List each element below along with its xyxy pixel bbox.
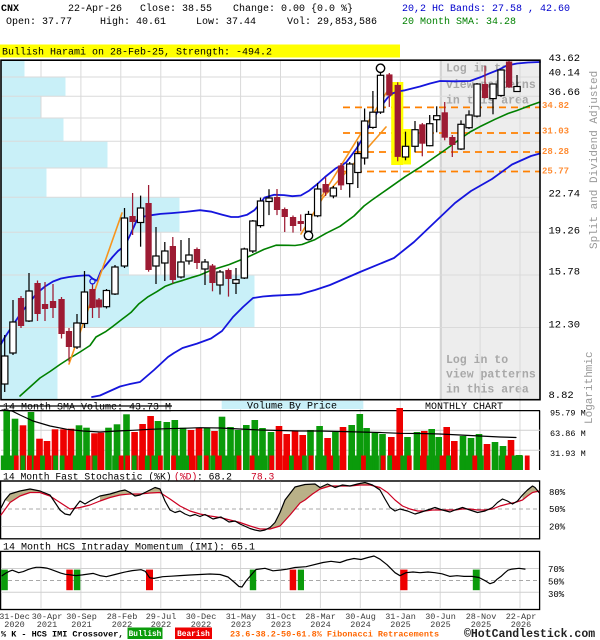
svg-text:31-Oct: 31-Oct [266,612,297,622]
svg-text:2025: 2025 [430,620,450,630]
svg-text:view patterns: view patterns [446,369,536,382]
svg-text:29-Jul: 29-Jul [146,612,177,622]
svg-text:2023: 2023 [231,620,251,630]
svg-text:in this area: in this area [446,95,529,108]
svg-text:: 68.2: : 68.2 [197,471,232,482]
svg-text:12.30: 12.30 [549,320,581,332]
svg-text:Vol: 29,853,586: Vol: 29,853,586 [287,16,377,28]
svg-text:14 Month Fast Stochastic (%K): 14 Month Fast Stochastic (%K) [3,471,172,482]
svg-text:Bullish Harami on 28-Feb-25, S: Bullish Harami on 28-Feb-25, Strength: -… [2,47,272,59]
svg-text:20,2 HC Bands: 27.58 , 42.60: 20,2 HC Bands: 27.58 , 42.60 [402,3,570,15]
svg-text:30-Jun: 30-Jun [425,612,456,622]
svg-text:28.28: 28.28 [542,147,569,157]
svg-text:Bearish: Bearish [177,631,210,639]
svg-text:2022: 2022 [151,620,171,630]
svg-text:30-Dec: 30-Dec [186,612,217,622]
svg-text:28-Nov: 28-Nov [466,612,497,622]
svg-text:31-Dec: 31-Dec [0,612,30,622]
svg-text:22-Apr: 22-Apr [506,612,537,622]
svg-text:30-Aug: 30-Aug [345,612,376,622]
svg-text:2025: 2025 [471,620,491,630]
svg-text:% K - HCS IMI Crossover,: % K - HCS IMI Crossover, [1,630,123,640]
svg-text:20 Month SMA: 34.28: 20 Month SMA: 34.28 [402,16,516,28]
svg-text:95.79 M: 95.79 M [550,408,586,418]
svg-text:36.66: 36.66 [549,87,581,99]
svg-text:40.14: 40.14 [549,68,581,80]
svg-text:Open: 37.77: Open: 37.77 [6,17,72,28]
svg-text:©HotCandlestick.com: ©HotCandlestick.com [464,628,595,640]
svg-text:2020: 2020 [4,620,24,630]
svg-text:28-Mar: 28-Mar [305,612,336,622]
svg-text:14 Month SMA Volume: 43.73 M: 14 Month SMA Volume: 43.73 M [3,401,171,413]
svg-text:30-Apr: 30-Apr [32,612,63,622]
svg-text:19.26: 19.26 [549,226,581,238]
svg-text:31.03: 31.03 [542,127,569,137]
svg-text:8.82: 8.82 [549,390,574,402]
svg-text:Close: 38.55: Close: 38.55 [140,3,212,15]
svg-text:28-Feb: 28-Feb [107,612,138,622]
svg-text:22.74: 22.74 [549,189,581,201]
svg-text:2024: 2024 [350,620,370,630]
svg-text:2024: 2024 [310,620,330,630]
svg-text:31-Jan: 31-Jan [385,612,416,622]
svg-text:31-May: 31-May [226,612,257,622]
svg-text:2021: 2021 [71,620,91,630]
svg-text:2022: 2022 [191,620,211,630]
svg-text:2025: 2025 [390,620,410,630]
svg-text:20%: 20% [549,522,566,532]
svg-text:2023: 2023 [271,620,291,630]
svg-text:63.86 M: 63.86 M [550,429,586,439]
svg-text:2026: 2026 [511,620,531,630]
svg-text:22-Apr-26: 22-Apr-26 [68,4,122,15]
svg-text:23.6-38.2-50-61.8% Fibonacci R: 23.6-38.2-50-61.8% Fibonacci Retracement… [230,630,439,640]
svg-text:Logarithmic: Logarithmic [584,351,596,424]
svg-text:Bullish: Bullish [129,631,162,639]
svg-text:50%: 50% [548,578,565,588]
svg-text:14 Month HCS Intraday Momentum: 14 Month HCS Intraday Momentum (IMI): 65… [3,541,255,553]
svg-text:30-Sep: 30-Sep [66,612,97,622]
svg-text:MONTHLY CHART: MONTHLY CHART [425,402,503,413]
svg-text:80%: 80% [549,488,566,498]
svg-text:25.77: 25.77 [542,167,569,177]
svg-text:Low: 37.44: Low: 37.44 [196,17,256,28]
svg-text:High: 40.61: High: 40.61 [100,16,166,28]
svg-text:30%: 30% [548,590,565,600]
svg-text:43.62: 43.62 [549,53,581,65]
svg-text:Change: 0.00 {0.0 %}: Change: 0.00 {0.0 %} [233,3,353,15]
svg-text:31.93 M: 31.93 M [550,449,586,459]
svg-text:78.3: 78.3 [251,471,274,482]
svg-text:50%: 50% [549,505,566,515]
svg-text:34.82: 34.82 [542,101,569,111]
svg-text:in this area: in this area [446,383,529,396]
svg-text:Split and Dividend Adjusted: Split and Dividend Adjusted [589,71,600,249]
svg-text:15.78: 15.78 [549,267,581,279]
svg-text:2022: 2022 [112,620,132,630]
svg-text:Log in to: Log in to [446,354,508,367]
svg-text:70%: 70% [548,565,565,575]
svg-text:CNX: CNX [1,4,19,15]
svg-text:(%D): (%D) [174,471,197,482]
svg-text:Volume By Price: Volume By Price [247,400,337,412]
svg-text:2021: 2021 [37,620,57,630]
